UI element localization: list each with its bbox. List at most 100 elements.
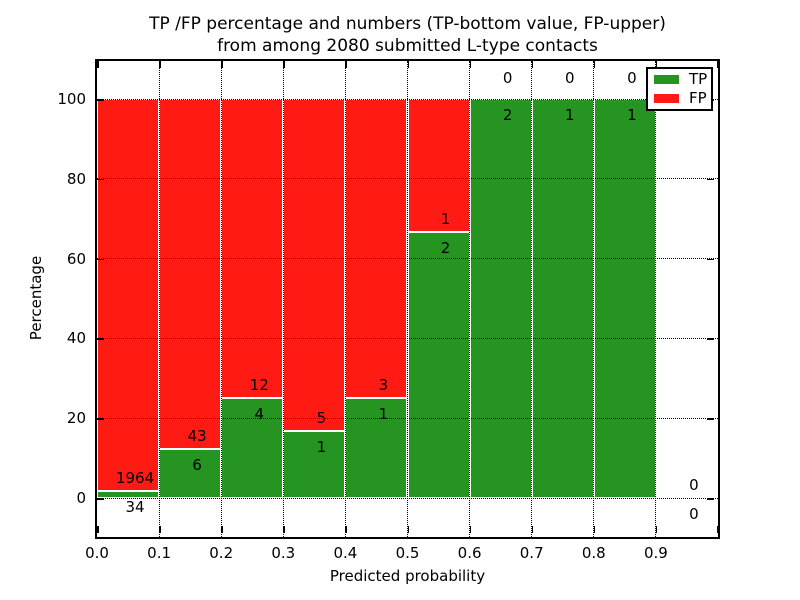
bar-label-tp: 1 bbox=[564, 105, 575, 124]
bar-label-tp: 4 bbox=[254, 404, 265, 423]
x-tick-label: 0.5 bbox=[395, 544, 420, 562]
bar-label-fp: 0 bbox=[627, 68, 637, 87]
x-tick-label: 0.9 bbox=[643, 544, 668, 562]
tick-mark bbox=[97, 498, 104, 500]
legend-swatch-tp-icon bbox=[654, 75, 679, 85]
bar-label-tp: 2 bbox=[502, 105, 513, 124]
bar-label-tp: 34 bbox=[125, 497, 145, 516]
tick-mark bbox=[159, 526, 161, 533]
plot-inner: 1964 34 43 6 12 4 5 1 3 1 1 2 0 2 0 1 0 1 0 0 bbox=[97, 61, 718, 537]
legend-item-tp: TP bbox=[648, 72, 711, 87]
bar-label-tp: 2 bbox=[440, 238, 451, 257]
chart-title: TP /FP percentage and numbers (TP-bottom… bbox=[95, 13, 720, 57]
tick-mark bbox=[655, 61, 658, 68]
legend: TP FP bbox=[646, 67, 713, 111]
tick-mark bbox=[345, 61, 347, 68]
tick-mark bbox=[593, 526, 596, 533]
x-tick-label: 0.8 bbox=[581, 544, 606, 562]
tick-mark bbox=[716, 526, 718, 533]
gridline-x bbox=[531, 61, 533, 537]
bar-label-tp: 0 bbox=[689, 504, 699, 523]
plot-area: 1964 34 43 6 12 4 5 1 3 1 1 2 0 2 0 1 0 1 0 0 bbox=[95, 59, 720, 539]
y-axis-label: Percentage bbox=[27, 255, 45, 341]
tick-mark bbox=[159, 61, 161, 68]
gridline-x bbox=[407, 61, 408, 537]
tick-mark bbox=[97, 258, 104, 261]
y-tick-label: 80 bbox=[66, 169, 86, 188]
tick-mark bbox=[221, 526, 223, 533]
bar-label-fp: 1964 bbox=[115, 469, 155, 488]
gridline-x bbox=[282, 61, 284, 537]
tick-mark bbox=[345, 526, 347, 533]
gridline-x bbox=[158, 61, 160, 537]
x-tick-label: 0.2 bbox=[209, 544, 234, 562]
tick-mark bbox=[531, 526, 534, 533]
bar-segment-tp bbox=[221, 398, 284, 498]
gridline-y bbox=[97, 497, 718, 499]
x-tick-label: 0.4 bbox=[333, 544, 358, 562]
tick-mark bbox=[531, 61, 534, 68]
bar-label-tp: 6 bbox=[192, 455, 202, 474]
bar-label-fp: 43 bbox=[187, 426, 207, 445]
tick-mark bbox=[221, 61, 223, 68]
gridline-x bbox=[344, 61, 346, 537]
x-tick-label: 0.6 bbox=[457, 544, 482, 562]
gridline-y bbox=[97, 258, 718, 260]
tick-mark bbox=[97, 99, 104, 101]
chart-title-line2: from among 2080 submitted L-type contact… bbox=[217, 36, 598, 56]
bar-segment-fp bbox=[345, 99, 408, 399]
gridline-y bbox=[97, 417, 718, 419]
y-tick-label: 0 bbox=[76, 489, 86, 507]
bar-segment-fp bbox=[159, 99, 222, 450]
bar-segment-fp bbox=[221, 99, 284, 399]
tick-mark bbox=[593, 61, 596, 68]
tick-mark bbox=[707, 498, 714, 500]
gridline-y bbox=[97, 337, 718, 339]
bar-label-tp: 1 bbox=[316, 438, 327, 457]
tick-mark bbox=[707, 178, 714, 181]
legend-label-fp: FP bbox=[689, 88, 707, 107]
bar-segment-tp bbox=[283, 431, 346, 498]
bar-segment-tp bbox=[531, 99, 594, 498]
gridline-x bbox=[220, 61, 222, 537]
x-tick-label: 0.3 bbox=[271, 544, 296, 562]
bar-label-fp: 3 bbox=[378, 376, 389, 395]
x-tick-label: 0.0 bbox=[85, 544, 109, 562]
tick-mark bbox=[97, 178, 104, 181]
x-tick-label: 0.7 bbox=[519, 544, 544, 562]
tick-mark bbox=[97, 526, 99, 533]
bar-label-fp: 0 bbox=[564, 68, 575, 87]
gridline-x bbox=[655, 61, 657, 537]
tick-mark bbox=[716, 61, 718, 68]
bar-label-fp: 0 bbox=[689, 475, 699, 494]
x-tick-label: 0.1 bbox=[147, 544, 172, 562]
gridline-x bbox=[593, 61, 595, 537]
bar-segment-tp bbox=[407, 231, 470, 498]
tick-mark bbox=[97, 61, 99, 68]
legend-label-tp: TP bbox=[689, 70, 708, 89]
tick-mark bbox=[655, 526, 658, 533]
gridline-y bbox=[97, 178, 718, 180]
gridline-x bbox=[469, 61, 471, 537]
y-tick-label: 100 bbox=[57, 90, 86, 108]
tick-mark bbox=[407, 61, 409, 68]
tick-mark bbox=[283, 61, 285, 68]
x-axis-label: Predicted probability bbox=[329, 567, 486, 585]
legend-swatch-fp-icon bbox=[654, 93, 679, 103]
bar-label-tp: 1 bbox=[627, 105, 637, 124]
tick-mark bbox=[469, 61, 472, 68]
tick-mark bbox=[707, 258, 714, 261]
gridline-y bbox=[97, 98, 718, 100]
bar-label-fp: 12 bbox=[249, 376, 269, 395]
tick-mark bbox=[283, 526, 285, 533]
y-tick-label: 40 bbox=[66, 329, 86, 348]
bar-segment-tp bbox=[159, 449, 222, 498]
tick-mark bbox=[707, 338, 714, 340]
y-tick-label: 20 bbox=[66, 409, 86, 428]
bar-segment-fp bbox=[407, 99, 470, 232]
legend-item-fp: FP bbox=[648, 88, 711, 107]
bar-segment-tp bbox=[469, 99, 532, 498]
bar-label-fp: 1 bbox=[440, 209, 451, 228]
bar-label-tp: 1 bbox=[378, 404, 389, 423]
tick-mark bbox=[97, 418, 104, 420]
